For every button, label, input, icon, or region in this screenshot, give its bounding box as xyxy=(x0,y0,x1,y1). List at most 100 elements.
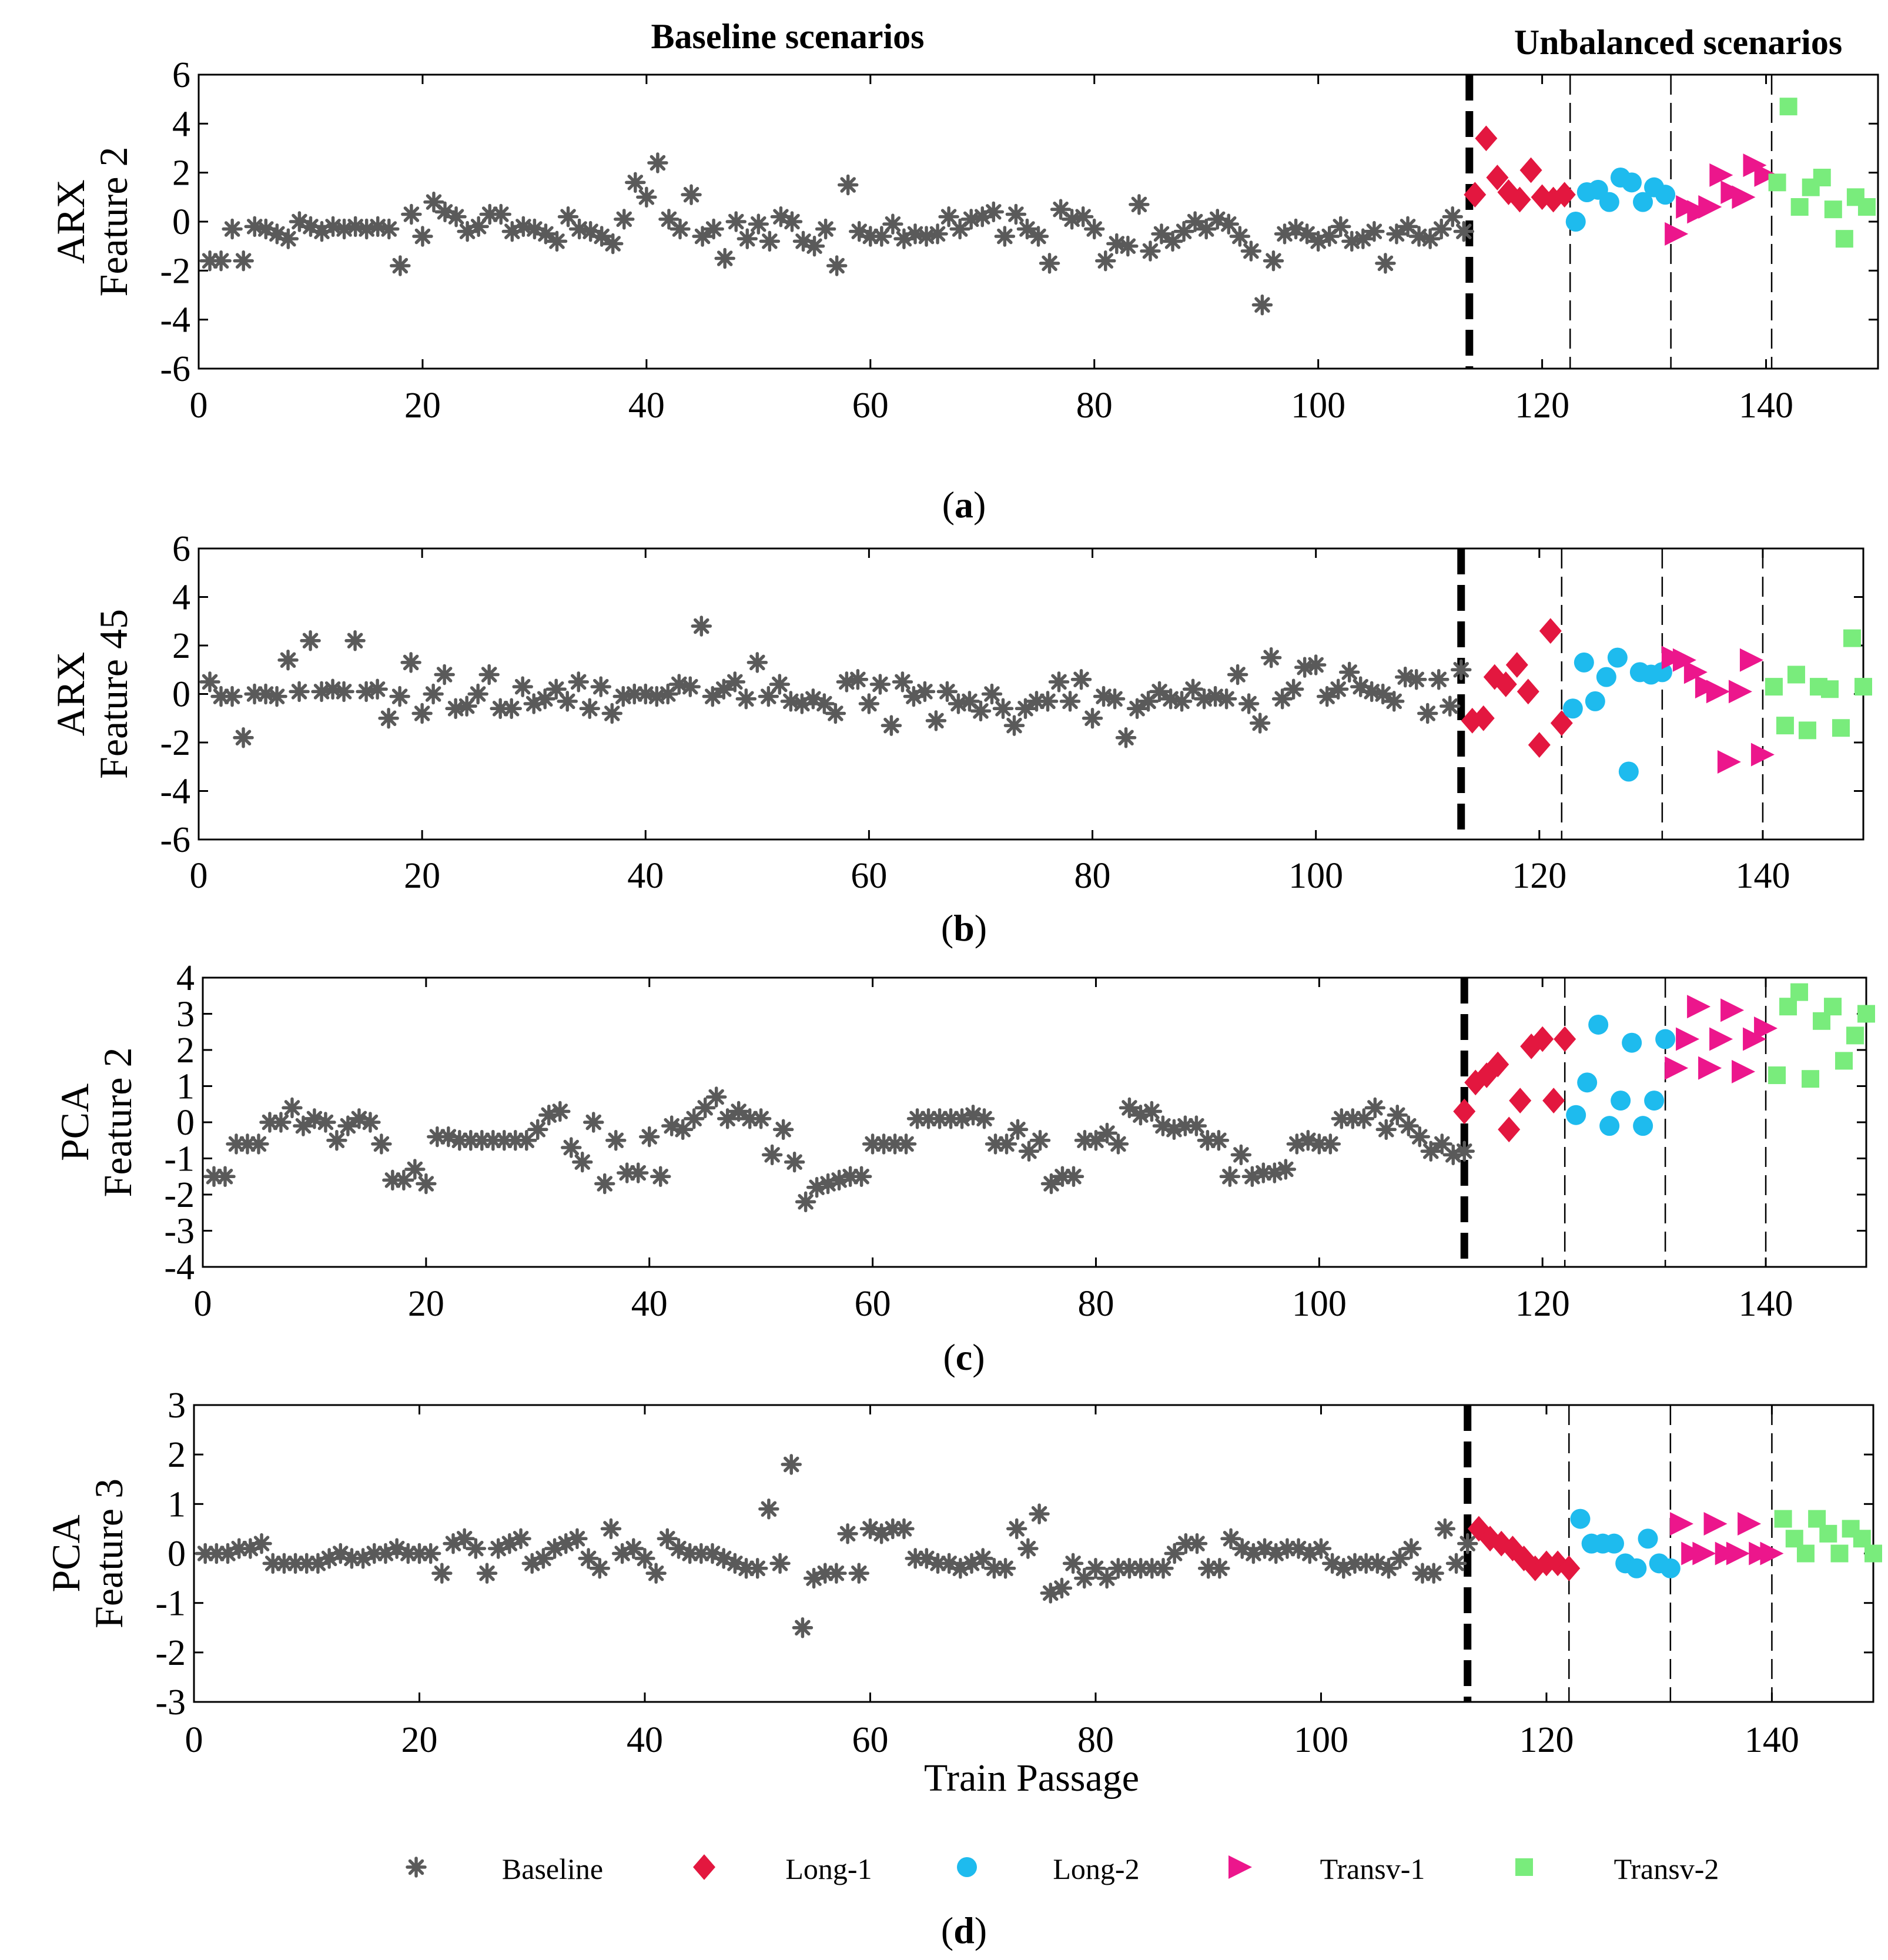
transv-1-point xyxy=(1665,222,1689,246)
baseline-point xyxy=(226,1133,247,1155)
transv-1-point xyxy=(1760,1541,1784,1566)
baseline-point xyxy=(645,1563,667,1584)
long-1-point xyxy=(1535,1550,1558,1577)
long-2-point xyxy=(1577,1072,1598,1093)
transv-1-point xyxy=(1706,680,1730,704)
baseline-point xyxy=(1062,1553,1084,1574)
baseline-point xyxy=(1251,294,1273,316)
baseline-point xyxy=(959,691,980,712)
legend-item-long-1: Long-1 xyxy=(693,1852,872,1885)
transv-1-point xyxy=(1754,163,1778,187)
long-1-point xyxy=(1558,1555,1581,1581)
long-1-point xyxy=(1505,652,1528,678)
baseline-point xyxy=(233,727,254,748)
transv-1-point xyxy=(1717,750,1741,774)
baseline-point xyxy=(1401,1538,1422,1559)
transv-1-point xyxy=(1726,1541,1750,1566)
y-axis-label: Feature 2 xyxy=(91,147,136,297)
legend-item-transv-1: Transv-1 xyxy=(1228,1852,1425,1885)
series-long-1 xyxy=(1464,125,1576,213)
baseline-point xyxy=(248,1133,269,1155)
y-tick-label: -2 xyxy=(164,1175,195,1215)
baseline-point xyxy=(1129,194,1150,215)
baseline-point xyxy=(601,703,622,724)
baseline-point xyxy=(1227,664,1248,685)
baseline-point xyxy=(938,206,959,228)
long-1-point xyxy=(1528,732,1551,758)
x-tick-label: 0 xyxy=(190,386,208,426)
x-tick-label: 80 xyxy=(1077,1720,1114,1760)
baseline-point xyxy=(1330,216,1351,238)
series-long-1 xyxy=(1467,1516,1581,1581)
baseline-point xyxy=(478,664,500,685)
x-tick-label: 100 xyxy=(1288,856,1343,896)
x-tick-label: 0 xyxy=(194,1284,212,1324)
baseline-point xyxy=(1263,250,1284,272)
baseline-point xyxy=(925,710,947,731)
long-2-point xyxy=(1585,691,1605,711)
long-2-point xyxy=(1621,172,1642,193)
long-2-point xyxy=(1611,1091,1631,1111)
baseline-point xyxy=(1027,226,1049,247)
long-1-point xyxy=(1472,705,1495,731)
baseline-point xyxy=(233,250,254,272)
baseline-point xyxy=(446,206,467,228)
baseline-point xyxy=(561,1137,582,1158)
baseline-point xyxy=(1423,1563,1444,1584)
baseline-point xyxy=(1238,693,1260,714)
baseline-point xyxy=(1409,1126,1431,1148)
x-tick-label: 20 xyxy=(408,1284,444,1324)
baseline-point xyxy=(747,652,768,673)
transv-2-point xyxy=(1824,998,1842,1016)
caption-d: (d) xyxy=(941,1909,987,1951)
baseline-point xyxy=(337,1115,359,1136)
baseline-point xyxy=(1039,253,1060,274)
baseline-point xyxy=(594,1173,615,1195)
x-axis-title-layer: Train Passage xyxy=(924,1757,1139,1800)
baseline-point xyxy=(199,671,220,693)
panel-c: 0 20 40 60 80 100 120 140-4-3-2-101234PCAFeatur… xyxy=(52,958,1875,1378)
baseline-point xyxy=(270,1112,292,1133)
long-1-point xyxy=(1483,664,1506,690)
caption-d-letter: d xyxy=(953,1909,975,1951)
baseline-point xyxy=(445,698,466,719)
y-axis-label: Feature 3 xyxy=(86,1479,131,1628)
baseline-point xyxy=(490,698,511,719)
baseline-point xyxy=(882,1518,903,1540)
series-transv-1 xyxy=(1670,1512,1784,1566)
baseline-point xyxy=(983,201,1005,223)
series-long-2 xyxy=(1570,1509,1681,1578)
baseline-point xyxy=(590,676,611,697)
baseline-point xyxy=(881,715,902,736)
transv-2-point xyxy=(1843,629,1861,647)
series-long-2 xyxy=(1562,647,1672,782)
y-tick-label: 0 xyxy=(168,1534,186,1574)
baseline-point xyxy=(1171,691,1193,712)
x-tick-label: 120 xyxy=(1519,1720,1574,1760)
baseline-point xyxy=(1405,669,1427,690)
baseline-point xyxy=(981,683,1003,705)
long-2-point xyxy=(1570,1509,1591,1529)
baseline-point xyxy=(705,1086,727,1108)
baseline-point xyxy=(895,1133,917,1155)
legend-item-baseline: Baseline xyxy=(406,1852,603,1885)
y-tick-label: -4 xyxy=(160,772,190,812)
transv-2-point xyxy=(1835,230,1853,248)
long-1-point xyxy=(1494,671,1517,697)
baseline-point xyxy=(814,693,835,714)
baseline-point xyxy=(315,1112,336,1133)
series-transv-2 xyxy=(1768,98,1876,248)
baseline-point xyxy=(650,1166,671,1187)
baseline-point xyxy=(636,186,657,208)
y-axis-label: PCA xyxy=(43,1514,88,1592)
transv-1-point xyxy=(1692,1541,1716,1566)
x-tick-label: 120 xyxy=(1512,856,1566,896)
baseline-point xyxy=(769,1553,791,1574)
header-baseline: Baseline scenarios xyxy=(651,17,925,56)
baseline-point xyxy=(714,247,735,269)
baseline-point xyxy=(949,218,970,240)
baseline-point xyxy=(367,678,388,700)
x-tick-label: 140 xyxy=(1739,386,1793,426)
